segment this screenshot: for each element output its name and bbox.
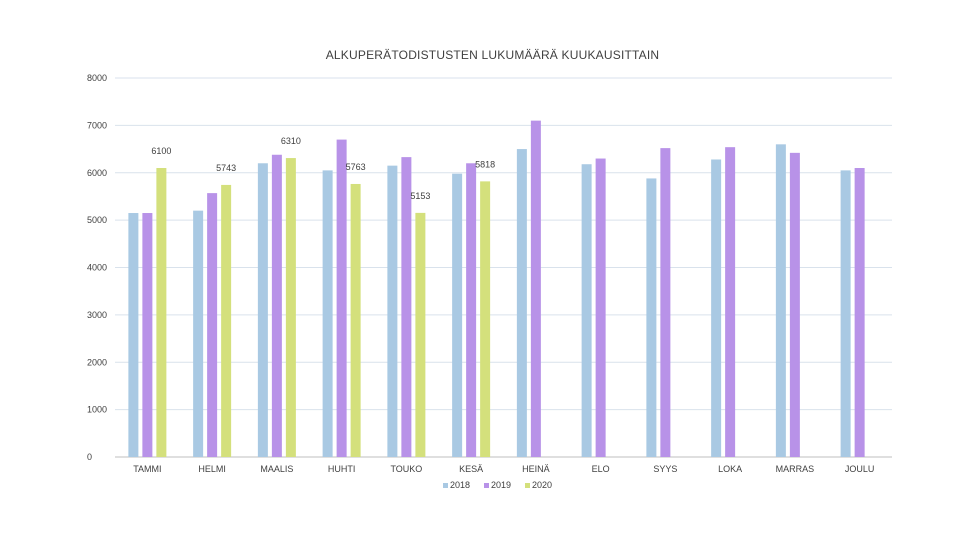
legend-swatch (484, 483, 489, 488)
gridlines (115, 77, 892, 458)
x-tick-label: ELO (592, 464, 610, 474)
x-tick-label: TOUKO (390, 464, 422, 474)
y-tick-label: 3000 (87, 310, 107, 320)
legend: 2018 2019 2020 (443, 480, 552, 490)
x-tick-label: LOKA (718, 464, 742, 474)
data-label: 6100 (151, 146, 171, 156)
bar-2018-touko (387, 165, 398, 458)
legend-swatch (525, 483, 530, 488)
y-axis: 0 1000 2000 3000 4000 5000 6000 7000 8000 (87, 73, 107, 462)
x-tick-label: MAALIS (260, 464, 293, 474)
bar-2019-touko (401, 157, 412, 457)
bar-2019-maalis (271, 154, 282, 457)
bar-2018-huhti (322, 170, 333, 457)
data-label: 5818 (475, 159, 495, 169)
bar-2020-huhti (350, 183, 361, 457)
x-tick-label: SYYS (653, 464, 677, 474)
x-tick-label: KESÄ (459, 464, 483, 474)
bar-2018-helmi (193, 210, 204, 457)
data-label: 6310 (281, 136, 301, 146)
bar-2018-heinä (516, 149, 527, 457)
x-axis: TAMMI HELMI MAALIS HUHTI TOUKO KESÄ HEINÄ ELO SY… (133, 464, 874, 474)
x-tick-label: HUHTI (328, 464, 356, 474)
bar-2018-syys (646, 178, 657, 457)
bar-2018-elo (581, 164, 592, 457)
bar-2019-elo (595, 158, 606, 457)
bar-2018-joulu (840, 170, 851, 457)
y-tick-label: 1000 (87, 405, 107, 415)
y-tick-label: 6000 (87, 168, 107, 178)
bars (128, 120, 865, 458)
bar-2018-marras (775, 144, 786, 457)
legend-item: 2020 (532, 480, 552, 490)
bar-2019-loka (725, 147, 736, 458)
bar-2018-kesä (452, 173, 463, 457)
y-tick-label: 5000 (87, 215, 107, 225)
bar-2019-tammi (142, 213, 153, 457)
bar-2018-maalis (257, 163, 268, 457)
x-tick-label: HEINÄ (522, 464, 550, 474)
bar-2019-huhti (336, 139, 347, 457)
y-tick-label: 8000 (87, 73, 107, 83)
legend-item: 2019 (491, 480, 511, 490)
bar-2018-loka (711, 159, 722, 458)
data-label: 5763 (346, 162, 366, 172)
y-tick-label: 7000 (87, 120, 107, 130)
data-label: 5153 (410, 191, 430, 201)
x-tick-label: TAMMI (133, 464, 161, 474)
data-labels: 6100 5743 6310 5763 5153 5818 (151, 136, 495, 201)
y-tick-label: 4000 (87, 263, 107, 273)
bar-2020-maalis (285, 158, 296, 457)
legend-item: 2018 (450, 480, 470, 490)
chart-title: ALKUPERÄTODISTUSTEN LUKUMÄÄRÄ KUUKAUSITT… (325, 48, 660, 62)
bar-2020-helmi (221, 184, 232, 458)
bar-2020-tammi (156, 168, 167, 457)
bar-2019-heinä (530, 120, 541, 457)
legend-swatch (443, 483, 448, 488)
bar-2020-touko (415, 212, 426, 457)
bar-2019-helmi (207, 193, 218, 457)
bar-2019-kesä (466, 163, 477, 457)
bar-2019-marras (789, 152, 800, 458)
bar-2019-joulu (854, 168, 865, 457)
bar-2018-tammi (128, 213, 139, 457)
x-tick-label: MARRAS (776, 464, 815, 474)
bar-2019-syys (660, 148, 671, 458)
x-tick-label: JOULU (845, 464, 875, 474)
data-label: 5743 (216, 163, 236, 173)
y-tick-label: 0 (87, 452, 92, 462)
y-tick-label: 2000 (87, 357, 107, 367)
bar-2020-kesä (480, 181, 491, 457)
x-tick-label: HELMI (198, 464, 226, 474)
